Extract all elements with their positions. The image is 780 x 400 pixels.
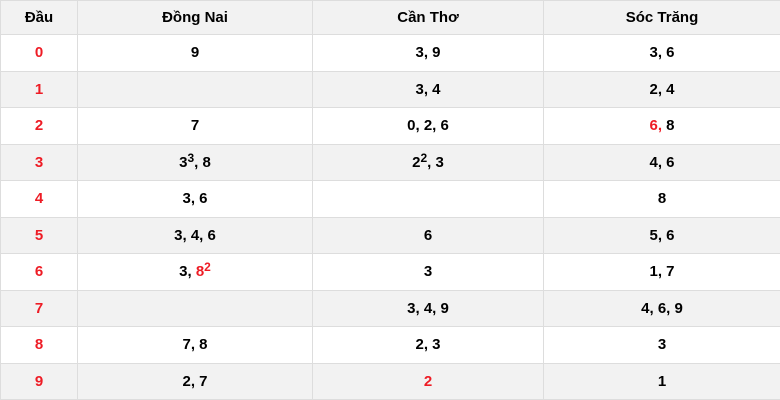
result-cell: 3, 4, 9 bbox=[312, 289, 544, 327]
result-cell bbox=[312, 180, 544, 218]
result-cell: 0, 2, 6 bbox=[312, 107, 544, 145]
header-row: Đầu Đồng Nai Cần Thơ Sóc Trăng bbox=[0, 0, 780, 35]
value-segment: 1, 7 bbox=[649, 263, 675, 281]
value-superscript: 3 bbox=[187, 150, 195, 165]
value-segment: 5, 6 bbox=[649, 226, 675, 244]
value-segment: 4, 6, 9 bbox=[641, 299, 683, 317]
result-cell: 4, 6, 9 bbox=[543, 289, 780, 327]
value-segment: 3, 4, 9 bbox=[407, 299, 449, 317]
result-cell: 4, 6 bbox=[543, 143, 780, 181]
head-digit: 6 bbox=[0, 253, 78, 291]
value-segment: , 3 bbox=[427, 153, 444, 171]
value-segment: 8 bbox=[195, 263, 205, 281]
result-cell: 3, 6 bbox=[543, 34, 780, 72]
value-segment: 9 bbox=[190, 44, 200, 62]
col-header-can-tho: Cần Thơ bbox=[312, 0, 544, 35]
result-cell: 2, 7 bbox=[77, 362, 313, 400]
value-segment: 2, 7 bbox=[182, 372, 208, 390]
value-segment: 2, 4 bbox=[649, 80, 675, 98]
table-row: 2 7 0, 2, 6 6, 8 bbox=[0, 107, 780, 145]
table-row: 3 33, 8 22, 3 4, 6 bbox=[0, 143, 780, 181]
result-cell: 3, 4 bbox=[312, 70, 544, 108]
table-row: 0 9 3, 9 3, 6 bbox=[0, 34, 780, 72]
head-digit: 5 bbox=[0, 216, 78, 254]
result-cell: 6, 8 bbox=[543, 107, 780, 145]
value-segment: 3 bbox=[423, 263, 433, 281]
head-digit: 2 bbox=[0, 107, 78, 145]
result-cell: 22, 3 bbox=[312, 143, 544, 181]
col-header-dau: Đầu bbox=[0, 0, 78, 35]
value-segment: 7, 8 bbox=[182, 336, 208, 354]
value-segment: 6, bbox=[649, 117, 662, 135]
table-row: 7 3, 4, 9 4, 6, 9 bbox=[0, 289, 780, 327]
head-digit: 7 bbox=[0, 289, 78, 327]
col-header-dong-nai: Đồng Nai bbox=[77, 0, 313, 35]
table-row: 1 3, 4 2, 4 bbox=[0, 70, 780, 108]
value-segment: 3 bbox=[657, 336, 667, 354]
value-segment: 8 bbox=[657, 190, 667, 208]
result-cell: 2, 3 bbox=[312, 326, 544, 364]
value-segment: 3, 4 bbox=[415, 80, 441, 98]
result-cell: 3, 9 bbox=[312, 34, 544, 72]
head-digit: 0 bbox=[0, 34, 78, 72]
result-cell: 3, 82 bbox=[77, 253, 313, 291]
value-segment: 6 bbox=[423, 226, 433, 244]
result-cell: 3, 4, 6 bbox=[77, 216, 313, 254]
result-cell: 2 bbox=[312, 362, 544, 400]
value-segment: 4, 6 bbox=[649, 153, 675, 171]
result-cell: 1, 7 bbox=[543, 253, 780, 291]
table-row: 4 3, 6 8 bbox=[0, 180, 780, 218]
result-cell: 7, 8 bbox=[77, 326, 313, 364]
head-digit: 3 bbox=[0, 143, 78, 181]
result-cell: 1 bbox=[543, 362, 780, 400]
result-cell: 3 bbox=[543, 326, 780, 364]
table-row: 9 2, 7 2 1 bbox=[0, 362, 780, 400]
result-cell: 8 bbox=[543, 180, 780, 218]
value-segment: 3, 6 bbox=[649, 44, 675, 62]
value-superscript: 2 bbox=[420, 150, 428, 165]
table-header: Đầu Đồng Nai Cần Thơ Sóc Trăng bbox=[0, 0, 780, 35]
value-segment: 1 bbox=[657, 372, 667, 390]
value-segment: , 8 bbox=[194, 153, 211, 171]
result-cell: 2, 4 bbox=[543, 70, 780, 108]
col-header-soc-trang: Sóc Trăng bbox=[543, 0, 780, 35]
result-cell: 3 bbox=[312, 253, 544, 291]
value-superscript: 2 bbox=[204, 260, 211, 275]
head-digit: 8 bbox=[0, 326, 78, 364]
result-cell: 3, 6 bbox=[77, 180, 313, 218]
value-segment: 0, 2, 6 bbox=[407, 117, 449, 135]
value-segment: 3, 4, 6 bbox=[174, 226, 216, 244]
result-cell: 5, 6 bbox=[543, 216, 780, 254]
value-segment: 2 bbox=[423, 372, 433, 390]
value-segment: 3 bbox=[179, 153, 188, 171]
head-digit: 1 bbox=[0, 70, 78, 108]
head-digit: 4 bbox=[0, 180, 78, 218]
table-body: 0 9 3, 9 3, 6 1 3, 4 2, 4 2 7 0, 2, 6 6, 8 3 33, 8 22… bbox=[0, 34, 780, 400]
result-cell bbox=[77, 70, 313, 108]
head-digit: 9 bbox=[0, 362, 78, 400]
value-segment: 8 bbox=[662, 117, 675, 135]
result-cell: 9 bbox=[77, 34, 313, 72]
value-segment: 2 bbox=[412, 153, 421, 171]
table-row: 6 3, 82 3 1, 7 bbox=[0, 253, 780, 291]
value-segment: 3, 9 bbox=[415, 44, 441, 62]
result-cell: 6 bbox=[312, 216, 544, 254]
value-segment: 2, 3 bbox=[415, 336, 441, 354]
value-segment: 3, bbox=[179, 263, 196, 281]
result-cell bbox=[77, 289, 313, 327]
result-cell: 7 bbox=[77, 107, 313, 145]
table-row: 5 3, 4, 6 6 5, 6 bbox=[0, 216, 780, 254]
result-cell: 33, 8 bbox=[77, 143, 313, 181]
value-segment: 7 bbox=[190, 117, 200, 135]
table-row: 8 7, 8 2, 3 3 bbox=[0, 326, 780, 364]
value-segment: 3, 6 bbox=[182, 190, 208, 208]
